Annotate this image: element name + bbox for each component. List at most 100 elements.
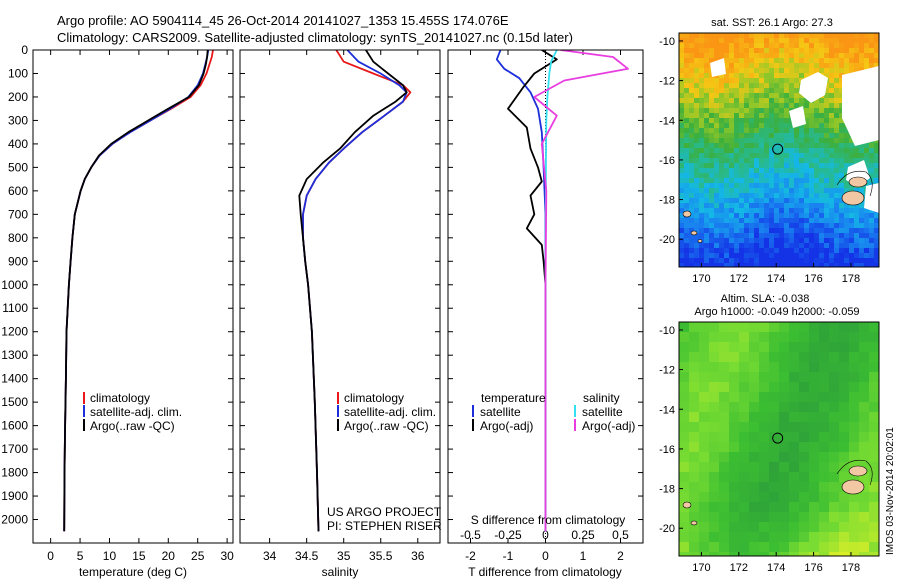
legend-label-temperature-argo: Argo(-adj) (480, 419, 533, 433)
heatmap-cell (784, 138, 790, 144)
heatmap-cell (739, 233, 745, 239)
heatmap-cell (679, 412, 690, 423)
heatmap-cell (829, 193, 835, 199)
heatmap-cell (874, 233, 879, 239)
heatmap-cell (774, 93, 780, 99)
heatmap-cell (804, 243, 810, 249)
heatmap-cell (699, 258, 705, 264)
heatmap-cell (729, 208, 735, 214)
heatmap-cell (739, 248, 745, 254)
heatmap-cell (799, 243, 805, 249)
heatmap-cell (839, 193, 845, 199)
heatmap-cell (779, 218, 785, 224)
heatmap-cell (804, 218, 810, 224)
heatmap-cell (769, 108, 775, 114)
heatmap-cell (694, 48, 700, 54)
heatmap-cell (874, 168, 879, 174)
heatmap-cell (769, 243, 775, 249)
heatmap-cell (749, 452, 760, 463)
heatmap-cell (689, 188, 695, 194)
heatmap-cell (694, 163, 700, 169)
heatmap-cell (724, 128, 730, 134)
y-tick-label: -12 (659, 76, 675, 88)
heatmap-cell (849, 372, 860, 383)
heatmap-cell (839, 258, 845, 264)
heatmap-cell (774, 38, 780, 44)
heatmap-cell (799, 263, 805, 267)
credit-line1: US ARGO PROJECT (327, 505, 442, 519)
heatmap-cell (799, 402, 810, 413)
heatmap-cell (699, 58, 705, 64)
heatmap-cell (694, 133, 700, 139)
heatmap-cell (744, 83, 750, 89)
temperature-frame (32, 49, 234, 544)
heatmap-cell (859, 532, 870, 543)
x-tick-label: 172 (730, 562, 748, 574)
heatmap-cell (814, 188, 820, 194)
heatmap-cell (774, 218, 780, 224)
heatmap-cell (774, 78, 780, 84)
heatmap-cell (734, 43, 740, 49)
heatmap-cell (774, 173, 780, 179)
heatmap-cell (794, 128, 800, 134)
heatmap-cell (689, 482, 700, 493)
heatmap-cell (819, 213, 825, 219)
y-tick-label: -20 (659, 234, 675, 246)
heatmap-cell (729, 128, 735, 134)
legend-label-salinity-argo: Argo(-adj) (582, 419, 635, 433)
heatmap-cell (809, 432, 820, 443)
heatmap-cell (739, 148, 745, 154)
heatmap-cell (859, 522, 870, 533)
heatmap-cell (859, 422, 870, 433)
heatmap-cell (734, 108, 740, 114)
heatmap-cell (724, 208, 730, 214)
heatmap-cell (764, 163, 770, 169)
y-tick-label: -10 (659, 36, 675, 48)
y-tick-label: -20 (659, 523, 675, 535)
heatmap-cell (814, 258, 820, 264)
heatmap-cell (709, 93, 715, 99)
heatmap-cell (814, 118, 820, 124)
heatmap-cell (769, 228, 775, 234)
heatmap-cell (749, 522, 760, 533)
heatmap-cell (839, 392, 850, 403)
heatmap-cell (699, 228, 705, 234)
heatmap-cell (854, 143, 860, 149)
heatmap-cell (769, 472, 780, 483)
heatmap-cell (769, 432, 780, 443)
heatmap-cell (769, 98, 775, 104)
heatmap-cell (714, 43, 720, 49)
heatmap-cell (699, 422, 710, 433)
heatmap-cell (749, 412, 760, 423)
heatmap-cell (824, 238, 830, 244)
y-tick-label: 800 (8, 231, 28, 245)
heatmap-cell (809, 512, 820, 523)
temperature-lines (63, 50, 214, 532)
heatmap-cell (784, 233, 790, 239)
heatmap-cell (734, 243, 740, 249)
heatmap-cell (794, 203, 800, 209)
heatmap-cell (824, 223, 830, 229)
heatmap-cell (859, 472, 870, 483)
x-tick-label: 1 (580, 549, 587, 563)
heatmap-cell (679, 552, 690, 556)
heatmap-cell (799, 258, 805, 264)
heatmap-cell (834, 148, 840, 154)
heatmap-cell (739, 193, 745, 199)
heatmap-cell (839, 352, 850, 363)
heatmap-cell (819, 492, 830, 503)
heatmap-cell (769, 248, 775, 254)
heatmap-cell (794, 163, 800, 169)
heatmap-cell (689, 392, 700, 403)
heatmap-cell (789, 203, 795, 209)
heatmap-cell (749, 258, 755, 264)
heatmap-cell (814, 203, 820, 209)
heatmap-cell (839, 53, 845, 59)
heatmap-cell (809, 522, 820, 533)
heatmap-cell (774, 83, 780, 89)
heatmap-cell (789, 153, 795, 159)
heatmap-cell (724, 103, 730, 109)
heatmap-cell (689, 173, 695, 179)
heatmap-cell (779, 68, 785, 74)
heatmap-cell (749, 322, 760, 333)
